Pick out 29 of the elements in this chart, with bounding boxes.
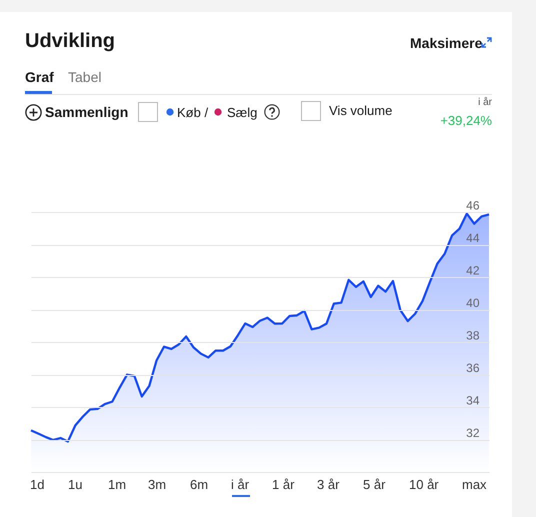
- chart-title: Udvikling: [25, 30, 116, 53]
- text: +39,24%: [440, 113, 492, 128]
- text: Vis volume: [329, 103, 392, 118]
- y-tick-label: 34: [466, 394, 480, 408]
- y-tick-label: 38: [466, 328, 480, 342]
- text: 10 år: [409, 477, 439, 492]
- text: 3 år: [317, 477, 340, 492]
- text: i år: [478, 97, 492, 108]
- y-tick-label: 40: [466, 296, 480, 310]
- text: Maksimere: [410, 35, 482, 51]
- text: i år: [231, 477, 250, 492]
- y-tick-label: 32: [466, 426, 480, 440]
- text: 1 år: [272, 477, 294, 492]
- text: 1m: [108, 477, 126, 492]
- text: 5 år: [363, 477, 386, 492]
- text: 3m: [148, 477, 166, 492]
- text: Tabel: [68, 69, 102, 85]
- text: 1d: [30, 477, 44, 492]
- text: Køb /: [177, 105, 208, 120]
- text: Sammenlign: [45, 104, 128, 120]
- text: Graf: [25, 69, 54, 85]
- y-tick-label: 36: [466, 361, 480, 375]
- y-tick-label: 46: [466, 198, 480, 212]
- text: Sælg: [227, 105, 258, 120]
- text: 6m: [190, 477, 208, 492]
- text: max: [462, 477, 487, 492]
- text: 1u: [68, 477, 82, 492]
- y-tick-label: 42: [466, 264, 480, 278]
- y-tick-label: 44: [466, 231, 480, 245]
